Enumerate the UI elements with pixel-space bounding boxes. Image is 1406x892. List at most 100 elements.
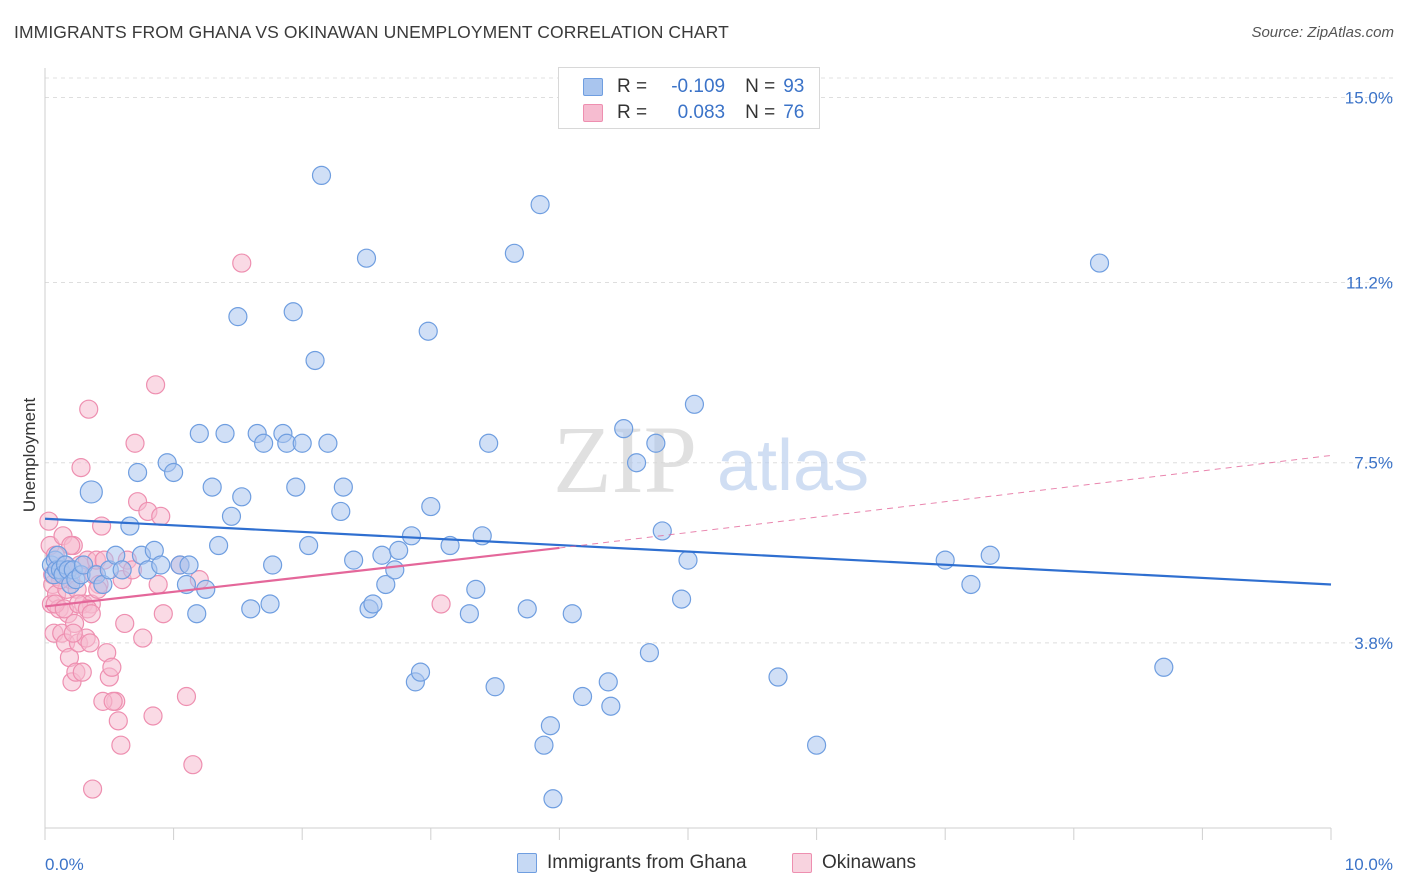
- ghana-point: [440, 535, 460, 556]
- legend-swatch-okinawans: [583, 104, 603, 122]
- okinawan-point: [431, 594, 451, 614]
- okinawan-point: [61, 535, 81, 556]
- ghana-point: [179, 555, 199, 575]
- trend-lines: [44, 454, 1332, 608]
- series-okinawans: [39, 253, 451, 799]
- ghana-point: [626, 453, 647, 473]
- ghana-point: [646, 433, 666, 453]
- y-tick-label: 3.8%: [1354, 634, 1393, 653]
- trend-line-okinawans: [44, 546, 560, 608]
- ghana-point: [504, 243, 524, 263]
- ghana-point: [232, 487, 252, 507]
- ghana-point: [311, 165, 332, 186]
- legend-r-label: R =: [617, 102, 648, 123]
- okinawan-point: [176, 686, 197, 707]
- ghana-point: [401, 526, 422, 546]
- ghana-point: [215, 423, 235, 444]
- ghana-point: [980, 545, 1000, 565]
- ghana-point: [421, 496, 441, 517]
- legend-n-value: 76: [783, 102, 805, 123]
- y-tick-label: 7.5%: [1354, 454, 1393, 473]
- ghana-point: [120, 516, 140, 536]
- ghana-point: [385, 560, 405, 580]
- ghana-point: [684, 394, 705, 414]
- ghana-point: [410, 662, 431, 682]
- ghana-point: [221, 506, 242, 526]
- ghana-point: [228, 307, 248, 327]
- ghana-point: [164, 462, 184, 483]
- ghana-point: [151, 555, 171, 575]
- trend-line-okinawans-extension: [559, 454, 1332, 549]
- ghana-point: [263, 555, 283, 575]
- okinawan-point: [91, 516, 112, 536]
- ghana-point: [1089, 253, 1110, 273]
- okinawan-point: [72, 662, 92, 682]
- okinawan-point: [79, 399, 99, 419]
- okinawan-point: [143, 706, 163, 726]
- chart-title: IMMIGRANTS FROM GHANA VS OKINAWAN UNEMPL…: [14, 22, 729, 42]
- okinawan-point: [133, 628, 153, 648]
- ghana-point: [79, 480, 103, 504]
- ghana-point: [331, 501, 351, 522]
- okinawan-point: [102, 657, 122, 677]
- ghana-point: [189, 423, 209, 444]
- correlation-legend: R = -0.109 N = 93 R = 0.083 N = 76: [558, 67, 820, 129]
- legend-item-okinawans: Okinawans: [792, 852, 916, 874]
- okinawan-point: [81, 604, 101, 624]
- legend-r-value: 0.083: [677, 102, 726, 123]
- trend-line-ghana: [44, 517, 1332, 586]
- ghana-point: [961, 574, 981, 595]
- ghana-point: [363, 594, 383, 614]
- ghana-point: [241, 599, 261, 619]
- ghana-point: [389, 540, 409, 561]
- okinawan-point: [108, 711, 128, 731]
- okinawan-point: [115, 613, 135, 634]
- ghana-point: [376, 574, 396, 595]
- ghana-point: [260, 594, 280, 614]
- legend-n-label: N =: [745, 76, 776, 97]
- ghana-point: [73, 555, 94, 575]
- legend-swatch-ghana: [583, 78, 603, 96]
- ghana-point: [601, 696, 621, 716]
- legend-n-label: N =: [745, 102, 776, 123]
- okinawan-point: [71, 458, 91, 478]
- ghana-point: [652, 521, 672, 541]
- x-tick-label: 0.0%: [45, 855, 84, 874]
- ghana-point: [530, 195, 550, 215]
- source-credit: Source: ZipAtlas.com: [1251, 24, 1394, 41]
- legend-row-okinawans: R = 0.083 N = 76: [583, 101, 804, 125]
- okinawan-point: [63, 623, 83, 643]
- gridlines: [45, 77, 1393, 644]
- ghana-point: [466, 579, 486, 599]
- legend-swatch-ghana: [517, 853, 537, 873]
- series-legend: Immigrants from Ghana Okinawans: [0, 852, 1406, 878]
- legend-swatch-okinawans: [792, 853, 812, 873]
- tick-labels: 3.8% 7.5% 11.2% 15.0% 0.0% 10.0%: [45, 88, 1393, 874]
- ghana-point: [209, 535, 229, 556]
- okinawan-point: [145, 375, 166, 395]
- ghana-point: [299, 535, 319, 556]
- axes: [44, 68, 1332, 840]
- okinawan-point: [183, 755, 203, 775]
- ghana-point: [127, 462, 148, 483]
- legend-n-value: 93: [783, 76, 805, 97]
- ghana-point: [202, 477, 222, 497]
- okinawan-point: [111, 735, 131, 755]
- watermark-atlas: atlas: [717, 426, 869, 506]
- legend-row-ghana: R = -0.109 N = 93: [583, 75, 804, 99]
- ghana-point: [540, 716, 560, 736]
- ghana-point: [344, 550, 364, 570]
- y-tick-label: 11.2%: [1346, 274, 1393, 293]
- ghana-point: [418, 321, 438, 341]
- ghana-point: [935, 550, 955, 570]
- ghana-point: [283, 302, 303, 322]
- ghana-point: [286, 477, 306, 497]
- okinawan-point: [103, 691, 123, 711]
- ghana-point: [534, 735, 554, 755]
- okinawan-point: [151, 506, 171, 526]
- ghana-point: [639, 643, 660, 663]
- ghana-point: [768, 667, 788, 687]
- legend-r-label: R =: [617, 76, 648, 97]
- ghana-point: [806, 735, 827, 755]
